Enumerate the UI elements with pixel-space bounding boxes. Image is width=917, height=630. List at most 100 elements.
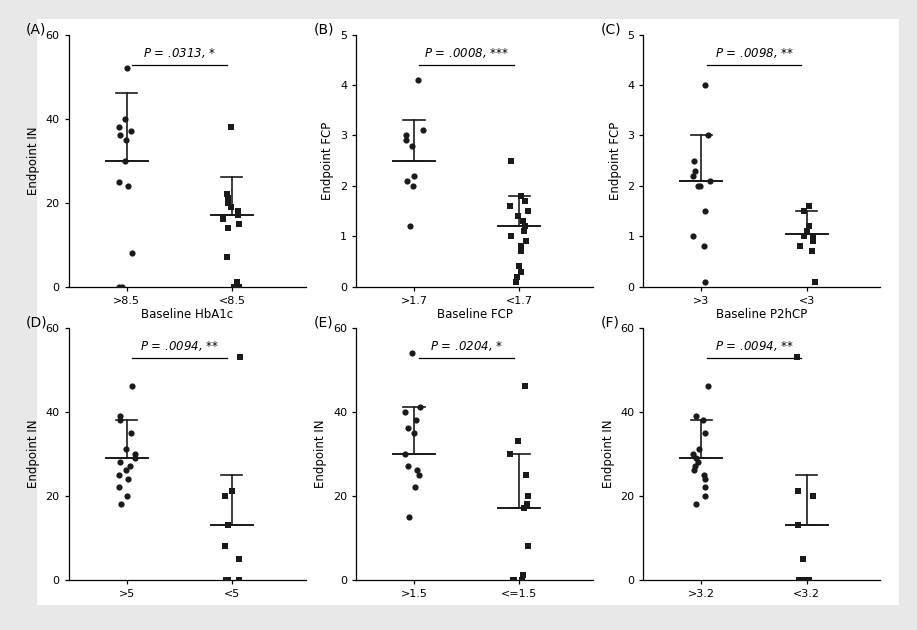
- Point: [801, 221, 816, 231]
- Point: [220, 575, 235, 585]
- Text: (B): (B): [314, 22, 334, 36]
- Point: [686, 449, 701, 459]
- Point: [801, 201, 816, 211]
- Point: [796, 206, 811, 216]
- Point: [125, 381, 139, 391]
- Point: [514, 241, 528, 251]
- Point: [117, 113, 132, 123]
- Point: [519, 469, 534, 479]
- Point: [410, 75, 425, 85]
- Point: [512, 261, 526, 272]
- Point: [113, 411, 127, 421]
- Point: [503, 449, 517, 459]
- Point: [398, 449, 413, 459]
- Point: [232, 575, 247, 585]
- Point: [691, 444, 706, 454]
- Point: [516, 216, 531, 226]
- Point: [113, 130, 127, 140]
- Point: [401, 461, 415, 471]
- Point: [408, 415, 423, 425]
- Point: [797, 575, 812, 585]
- Point: [111, 482, 126, 492]
- Y-axis label: Endpoint IN: Endpoint IN: [315, 420, 327, 488]
- Y-axis label: Endpoint IN: Endpoint IN: [602, 420, 614, 488]
- Point: [115, 282, 129, 292]
- Point: [693, 181, 708, 191]
- Point: [701, 381, 715, 391]
- Text: (F): (F): [601, 315, 620, 329]
- Point: [119, 444, 134, 454]
- Point: [230, 277, 245, 287]
- Point: [511, 436, 525, 446]
- Point: [509, 277, 524, 287]
- Point: [510, 272, 525, 282]
- Point: [112, 176, 127, 186]
- Text: $P$ = .0098, **: $P$ = .0098, **: [714, 46, 793, 60]
- Point: [221, 223, 236, 233]
- Text: (A): (A): [27, 22, 47, 36]
- Point: [805, 236, 820, 246]
- Point: [402, 512, 416, 522]
- Text: $P$ = .0094, **: $P$ = .0094, **: [714, 339, 793, 353]
- Point: [112, 122, 127, 132]
- Point: [689, 453, 703, 463]
- Point: [403, 221, 417, 231]
- Y-axis label: Endpoint FCP: Endpoint FCP: [321, 122, 335, 200]
- Point: [515, 575, 530, 585]
- Point: [232, 282, 247, 292]
- Point: [407, 171, 422, 181]
- Point: [412, 469, 426, 479]
- Point: [514, 246, 528, 256]
- Point: [516, 503, 531, 513]
- Point: [230, 206, 245, 216]
- Point: [703, 176, 718, 186]
- Point: [127, 453, 142, 463]
- Point: [401, 423, 415, 433]
- Point: [405, 140, 420, 151]
- Point: [215, 214, 230, 224]
- Point: [112, 457, 127, 467]
- Point: [220, 189, 235, 199]
- Point: [520, 206, 535, 216]
- Point: [518, 381, 533, 391]
- Point: [232, 219, 247, 229]
- Point: [113, 415, 127, 425]
- Point: [120, 491, 135, 501]
- Point: [510, 211, 525, 221]
- Point: [698, 206, 713, 216]
- Point: [521, 491, 536, 501]
- Point: [686, 171, 701, 181]
- Point: [407, 428, 422, 438]
- Point: [413, 403, 427, 413]
- Point: [404, 348, 419, 358]
- Y-axis label: Endpoint FCP: Endpoint FCP: [609, 122, 622, 200]
- Point: [688, 166, 702, 176]
- Point: [701, 130, 715, 140]
- Point: [806, 491, 821, 501]
- Point: [698, 474, 713, 484]
- Point: [804, 246, 819, 256]
- Point: [121, 181, 136, 191]
- Point: [233, 352, 248, 362]
- Point: [125, 248, 139, 258]
- Point: [221, 198, 236, 208]
- Point: [520, 541, 535, 551]
- Point: [118, 156, 133, 166]
- Point: [806, 231, 821, 241]
- Point: [121, 474, 136, 484]
- Text: (E): (E): [314, 315, 333, 329]
- Point: [519, 236, 534, 246]
- Point: [118, 466, 133, 476]
- Point: [790, 520, 805, 530]
- Text: $P$ = .0313, *: $P$ = .0313, *: [143, 46, 215, 60]
- Point: [691, 457, 705, 467]
- Point: [503, 156, 518, 166]
- X-axis label: Baseline P2hCP: Baseline P2hCP: [716, 309, 808, 321]
- Point: [114, 499, 128, 509]
- Point: [506, 575, 521, 585]
- Point: [231, 554, 246, 564]
- Point: [231, 210, 246, 220]
- Point: [791, 575, 806, 585]
- Point: [698, 277, 713, 287]
- Point: [797, 231, 812, 241]
